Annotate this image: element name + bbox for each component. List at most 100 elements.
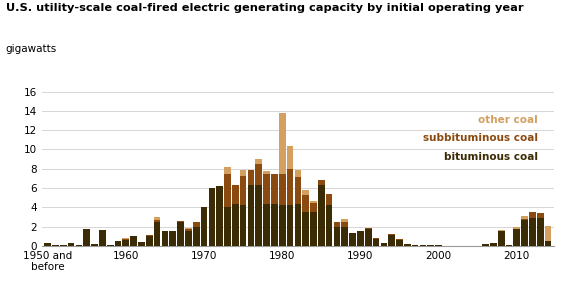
Bar [334,222,340,227]
Bar [342,227,348,246]
Bar [185,229,192,231]
Bar [91,244,98,246]
Bar [240,170,247,176]
Bar [240,205,247,246]
Bar [482,244,489,246]
Bar [185,228,192,229]
Bar [294,177,301,204]
Bar [271,174,278,204]
Bar [404,244,411,246]
Bar [420,245,427,246]
Bar [357,231,364,246]
Bar [216,186,223,246]
Bar [169,231,176,246]
Bar [224,174,231,207]
Bar [193,222,200,227]
Bar [52,245,59,246]
Bar [380,243,387,246]
Bar [44,243,51,246]
Bar [294,170,301,177]
Bar [310,202,317,212]
Bar [123,239,129,240]
Bar [302,212,309,246]
Bar [232,204,239,246]
Bar [334,227,340,246]
Bar [107,245,114,246]
Bar [365,229,371,246]
Bar [287,146,293,169]
Bar [302,195,309,212]
Bar [514,229,520,246]
Bar [99,230,106,246]
Bar [248,185,254,246]
Bar [154,220,160,222]
Bar [287,205,293,246]
Bar [146,235,153,236]
Bar [75,245,82,246]
Bar [506,245,513,246]
Bar [123,238,129,239]
Bar [115,241,121,246]
Bar [287,169,293,205]
Bar [310,200,317,202]
Bar [263,204,270,246]
Bar [177,222,184,246]
Bar [177,221,184,222]
Bar [83,229,90,246]
Bar [224,207,231,246]
Bar [60,245,66,246]
Bar [373,239,379,246]
Text: subbituminous coal: subbituminous coal [423,133,538,143]
Bar [130,236,137,246]
Bar [537,213,543,218]
Bar [529,218,536,246]
Bar [146,236,153,246]
Bar [342,219,348,222]
Bar [318,185,325,246]
Bar [279,205,285,246]
Bar [428,245,434,246]
Bar [412,245,419,246]
Bar [256,159,262,164]
Bar [396,239,403,240]
Bar [365,228,371,229]
Bar [263,171,270,174]
Bar [271,204,278,246]
Bar [537,218,543,246]
Bar [514,227,520,229]
Bar [545,241,551,246]
Bar [256,164,262,185]
Bar [522,216,528,219]
Bar [162,231,168,246]
Bar [279,174,285,205]
Bar [279,113,285,174]
Bar [373,238,379,239]
Bar [388,235,395,246]
Bar [201,207,207,246]
Bar [240,176,247,205]
Bar [318,180,325,185]
Bar [490,243,497,246]
Bar [302,190,309,195]
Bar [545,226,551,241]
Text: bituminous coal: bituminous coal [444,152,538,162]
Bar [209,188,215,246]
Bar [326,205,333,246]
Bar [310,212,317,246]
Bar [154,222,160,246]
Bar [193,227,200,246]
Bar [232,185,239,204]
Bar [498,230,505,231]
Bar [256,185,262,246]
Bar [185,231,192,246]
Text: U.S. utility-scale coal-fired electric generating capacity by initial operating : U.S. utility-scale coal-fired electric g… [6,3,523,13]
Bar [342,222,348,227]
Bar [263,174,270,204]
Bar [522,220,528,246]
Bar [396,240,403,246]
Text: other coal: other coal [478,115,538,125]
Bar [294,204,301,246]
Bar [68,243,74,246]
Bar [522,219,528,220]
Bar [224,167,231,174]
